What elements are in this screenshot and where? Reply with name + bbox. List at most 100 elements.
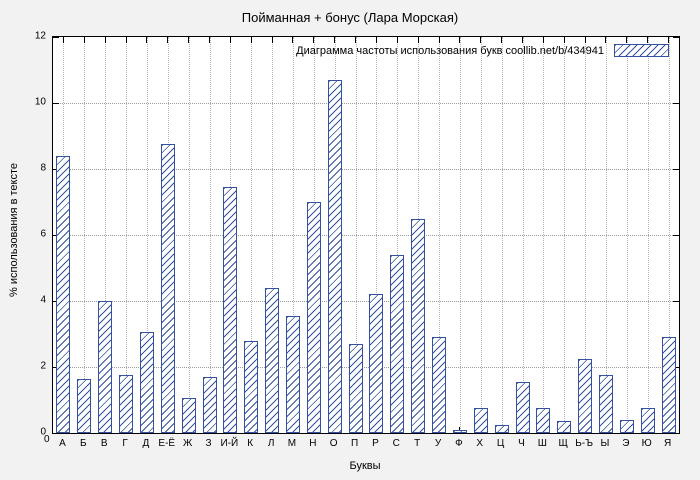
bar-У — [432, 337, 446, 433]
bar-Р — [369, 294, 383, 433]
x-tick-label: Ф — [455, 438, 463, 449]
bar-О — [328, 80, 342, 433]
x-tick-label: З — [205, 438, 212, 449]
bar-Х — [474, 408, 488, 433]
x-tick-label: Ч — [518, 438, 525, 449]
plot-area: Диаграмма частоты использования букв coo… — [52, 36, 680, 434]
x-tick-label: Ы — [600, 438, 610, 449]
x-axis-title: Буквы — [349, 460, 381, 472]
h-gridline — [53, 367, 679, 368]
x-tick-mark — [209, 37, 210, 43]
bar-Ы — [599, 375, 613, 433]
y-tick-mark — [673, 234, 679, 236]
bar-Ч — [516, 382, 530, 433]
x-tick-label: Х — [476, 438, 484, 449]
x-tick-mark — [522, 37, 523, 43]
x-tick-label: О — [329, 438, 338, 449]
bar-Н — [307, 202, 321, 433]
x-tick-label: Б — [80, 438, 87, 449]
bar-Ф — [453, 430, 467, 433]
x-tick-mark — [375, 37, 377, 43]
bar-Ц — [495, 425, 509, 433]
x-tick-mark — [62, 37, 64, 43]
x-tick-mark — [167, 37, 169, 43]
bar-Ь-Ъ — [578, 359, 592, 433]
x-tick-mark — [501, 37, 503, 43]
bar-Я — [662, 337, 676, 433]
x-tick-label: Ж — [183, 438, 193, 449]
h-gridline — [53, 301, 679, 302]
x-tick-label: Ц — [496, 438, 505, 449]
y-tick-label: 10 — [34, 96, 46, 108]
bar-Т — [411, 219, 425, 433]
x-tick-mark — [229, 37, 231, 43]
y-tick-label: 4 — [40, 294, 46, 306]
x-tick-mark — [313, 37, 315, 43]
bar-М — [286, 316, 300, 433]
x-tick-mark — [271, 37, 273, 43]
x-tick-mark — [438, 37, 440, 43]
x-tick-label: Е-Ё — [158, 438, 176, 449]
bar-З — [203, 377, 217, 433]
x-tick-label: Т — [414, 438, 421, 449]
bar-Ж — [182, 398, 196, 433]
x-tick-label: Ш — [537, 438, 547, 449]
y-tick-label: 12 — [34, 30, 46, 42]
bar-К — [244, 341, 258, 433]
x-tick-mark — [104, 37, 106, 43]
bar-Щ — [557, 421, 571, 433]
x-tick-label: Э — [622, 438, 630, 449]
bar-Ю — [641, 408, 655, 433]
bar-Э — [620, 420, 634, 433]
x-tick-label: Н — [309, 438, 317, 449]
x-tick-mark — [83, 37, 85, 43]
x-tick-label: Ь-Ъ — [575, 438, 593, 449]
x-tick-label: В — [100, 438, 108, 449]
h-gridline — [53, 235, 679, 236]
x-tick-mark — [334, 37, 336, 43]
x-tick-mark — [125, 37, 127, 43]
x-tick-label: М — [287, 438, 297, 449]
x-tick-mark — [584, 37, 586, 43]
x-tick-label: Л — [267, 438, 275, 449]
y-tick-mark — [53, 432, 59, 434]
x-tick-label: Р — [372, 438, 379, 449]
x-tick-label: Г — [122, 438, 128, 449]
h-gridline — [53, 169, 679, 170]
bar-Г — [119, 375, 133, 433]
y-tick-mark — [673, 432, 679, 434]
bar-Е-Ё — [161, 144, 175, 433]
x-tick-mark — [292, 37, 294, 43]
x-tick-mark — [417, 37, 419, 43]
y-tick-label: 8 — [40, 162, 46, 174]
y-tick-label: 6 — [40, 228, 46, 240]
bar-Д — [140, 332, 154, 433]
x-tick-mark — [542, 37, 544, 43]
x-tick-mark — [188, 37, 190, 43]
x-tick-mark — [563, 37, 565, 43]
bar-Б — [77, 379, 91, 433]
bar-Л — [265, 288, 279, 433]
x-tick-mark — [355, 37, 357, 43]
x-tick-mark — [626, 37, 628, 43]
bar-С — [390, 255, 404, 433]
y-tick-mark — [53, 36, 59, 38]
x-tick-mark — [250, 37, 252, 43]
y-tick-mark — [53, 102, 59, 104]
bar-А — [56, 156, 70, 433]
x-tick-label: А — [59, 438, 66, 449]
x-tick-label: И-Й — [220, 438, 239, 449]
legend-label: Диаграмма частоты использования букв coo… — [296, 44, 604, 57]
y-tick-label: 2 — [40, 360, 46, 372]
x-tick-mark — [605, 37, 607, 43]
x-tick-label: Я — [663, 438, 672, 449]
x-tick-mark — [396, 37, 398, 43]
x-tick-label: Щ — [558, 438, 568, 449]
y-tick-mark — [673, 300, 679, 302]
bar-И-Й — [223, 187, 237, 433]
y-tick-mark — [673, 168, 679, 170]
legend-swatch — [614, 44, 669, 57]
x-tick-mark — [459, 37, 461, 43]
x-tick-mark — [668, 37, 670, 43]
